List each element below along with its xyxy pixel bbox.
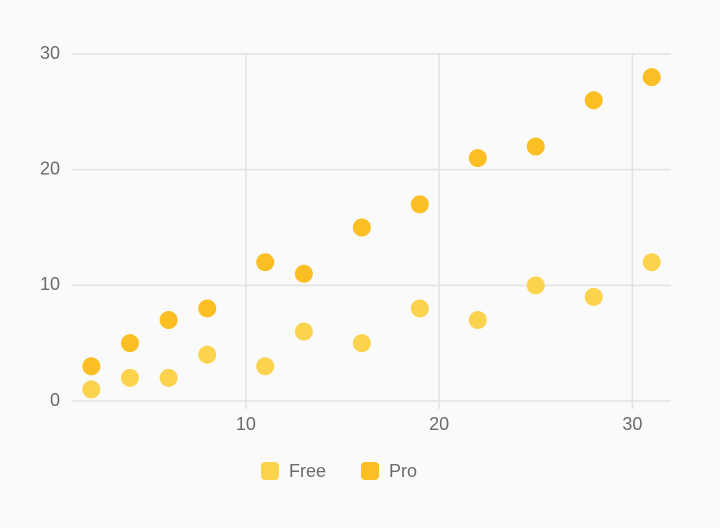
y-tick-label: 0 <box>50 390 60 410</box>
data-point <box>294 264 313 283</box>
y-tick-label: 30 <box>40 43 60 63</box>
data-point <box>120 368 139 387</box>
data-point <box>82 357 101 376</box>
data-point <box>352 218 371 237</box>
data-point <box>82 380 101 399</box>
y-tick-label: 20 <box>40 158 60 178</box>
data-point <box>159 368 178 387</box>
x-tick-label: 10 <box>236 414 256 434</box>
data-point <box>256 253 275 272</box>
x-tick-label: 30 <box>622 414 642 434</box>
data-point <box>198 345 217 364</box>
data-point <box>642 253 661 272</box>
data-point <box>159 311 178 330</box>
data-point <box>256 357 275 376</box>
data-point <box>198 299 217 318</box>
x-tick-label: 20 <box>429 414 449 434</box>
legend-label: Pro <box>389 461 417 481</box>
data-point <box>352 334 371 353</box>
legend-label: Free <box>289 461 326 481</box>
data-point <box>410 195 429 214</box>
data-point <box>294 322 313 341</box>
data-point <box>642 68 661 87</box>
legend-swatch <box>361 462 379 480</box>
data-point <box>584 287 603 306</box>
data-point <box>526 276 545 295</box>
y-tick-label: 10 <box>40 274 60 294</box>
data-point <box>584 91 603 110</box>
data-point <box>410 299 429 318</box>
data-point <box>526 137 545 156</box>
data-point <box>468 149 487 168</box>
data-point <box>120 334 139 353</box>
data-point <box>468 311 487 330</box>
legend-swatch <box>261 462 279 480</box>
